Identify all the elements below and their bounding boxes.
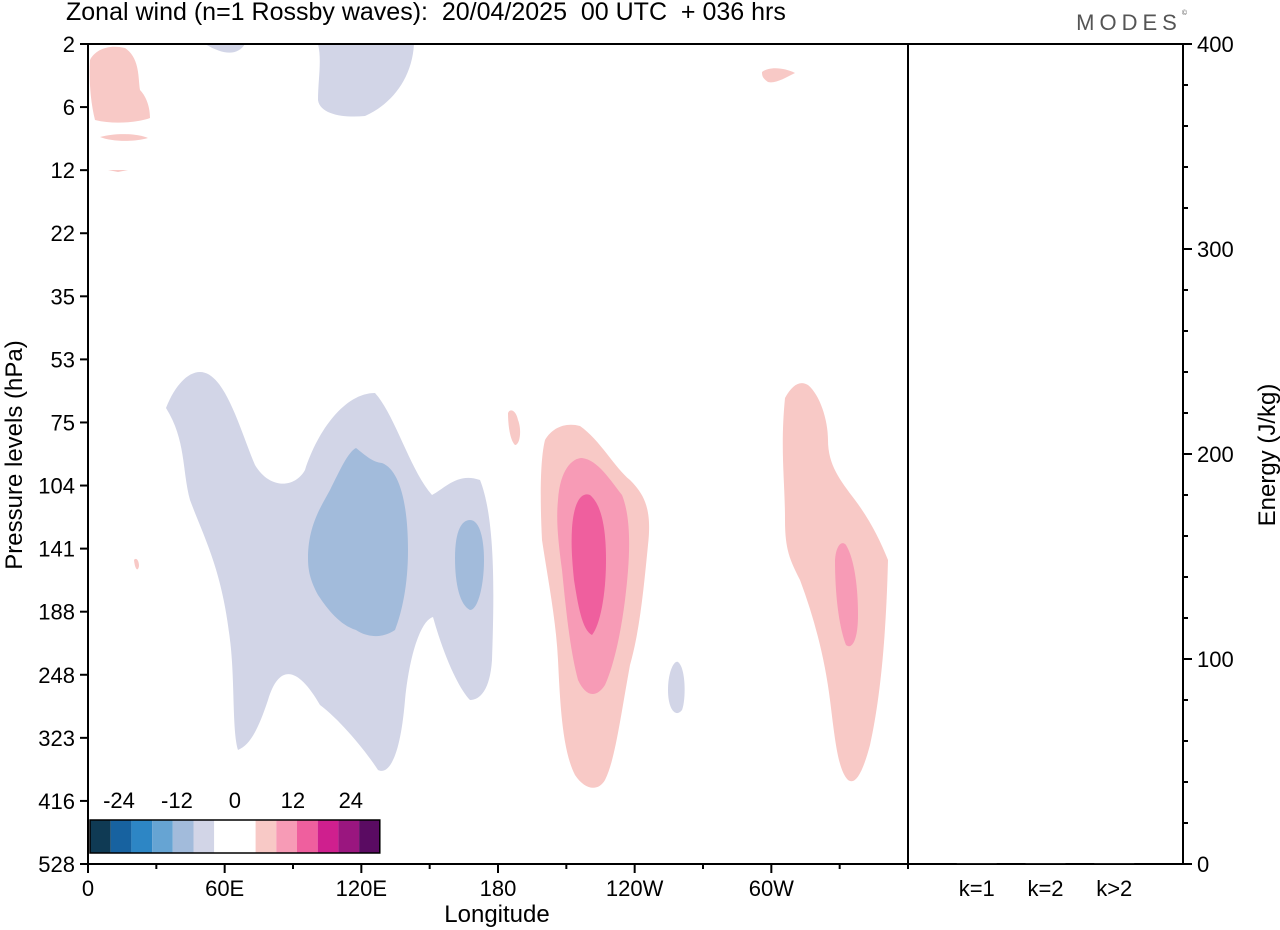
colorbar-swatch xyxy=(338,820,360,853)
energy-bars: k=1 k=2 k>2 xyxy=(956,863,1135,901)
contour-pos-5-small-e xyxy=(134,558,139,570)
colorbar-label: 12 xyxy=(281,788,305,813)
pressure-axis: 2 6 12 22 35 53 75 104 141 188 248 323 416 528 xyxy=(38,32,88,877)
contour-field xyxy=(89,44,888,788)
y-tick-label: 188 xyxy=(38,600,75,625)
y-tick-label: 141 xyxy=(38,537,75,562)
contour-pos-5-small-c xyxy=(762,68,795,83)
energy-tick-label: 0 xyxy=(1197,852,1209,877)
colorbar-swatch xyxy=(297,820,318,853)
colorbar-outline xyxy=(89,819,381,854)
colorbar-swatch xyxy=(90,820,111,853)
colorbar-swatch xyxy=(359,820,380,853)
y-tick-label: 104 xyxy=(38,474,75,499)
energy-tick-label: 300 xyxy=(1197,237,1234,262)
contour-pos-5-small-d xyxy=(508,410,521,445)
brand-mark: © xyxy=(1181,10,1187,17)
x-tick-label: 0 xyxy=(82,876,94,901)
y-tick-label: 248 xyxy=(38,663,75,688)
contour-pos-5-small-a xyxy=(100,134,148,141)
energy-bar xyxy=(1094,863,1135,864)
x-tick-label: 60E xyxy=(205,876,244,901)
colorbar-label: -12 xyxy=(161,788,193,813)
energy-axis: 0 100 200 300 400 xyxy=(1183,32,1234,877)
x-tick-label: 120E xyxy=(336,876,387,901)
contour-neg-10-b xyxy=(455,520,484,610)
energy-tick-label: 400 xyxy=(1197,32,1234,57)
colorbar-label: 0 xyxy=(229,788,241,813)
colorbar-swatch xyxy=(317,820,339,853)
longitude-axis: 0 60E 120E 180 120W 60W xyxy=(82,864,909,901)
contour-neg-5-top-left xyxy=(205,44,245,53)
contour-pos-10-b xyxy=(835,543,858,647)
y-tick-label: 416 xyxy=(38,789,75,814)
colorbar-swatch xyxy=(193,820,215,853)
y-tick-label: 22 xyxy=(51,221,75,246)
contour-pos-15 xyxy=(571,494,606,635)
colorbar-swatch xyxy=(276,820,297,853)
contour-pos-5-top-left xyxy=(89,46,150,123)
colorbar-swatch xyxy=(172,820,194,853)
plot-frame xyxy=(87,43,1184,865)
y-axis-title: Pressure levels (hPa) xyxy=(1,340,28,569)
energy-bar xyxy=(956,863,997,864)
x-axis-title: Longitude xyxy=(444,901,549,928)
contour-neg-5-small xyxy=(668,661,685,714)
y-tick-label: 2 xyxy=(63,32,75,57)
y-tick-label: 323 xyxy=(38,726,75,751)
energy-tick-label: 100 xyxy=(1197,647,1234,672)
contour-pos-5-small-b xyxy=(108,170,128,172)
bar-category-label: k=2 xyxy=(1027,876,1063,901)
x-tick-label: 60W xyxy=(749,876,794,901)
colorbar-label: -24 xyxy=(103,788,135,813)
y-tick-label: 6 xyxy=(63,95,75,120)
colorbar-swatch xyxy=(214,820,256,853)
colorbar-swatch xyxy=(255,820,277,853)
energy-tick-label: 200 xyxy=(1197,442,1234,467)
x-tick-label: 180 xyxy=(480,876,517,901)
brand-text: MODES xyxy=(1076,10,1182,35)
contour-pos-5-main-b xyxy=(782,383,888,782)
x-tick-label: 120W xyxy=(606,876,664,901)
y-tick-label: 12 xyxy=(51,158,75,183)
y-tick-label: 53 xyxy=(51,347,75,372)
y-tick-label: 75 xyxy=(51,410,75,435)
colorbar-swatch xyxy=(110,820,132,853)
bar-category-label: k=1 xyxy=(959,876,995,901)
colorbar: -24 -12 0 12 24 xyxy=(89,786,381,863)
colorbar-swatch xyxy=(131,820,153,853)
brand-logo: MODES© xyxy=(1076,10,1187,36)
chart-title: Zonal wind (n=1 Rossby waves): 20/04/202… xyxy=(66,0,786,26)
colorbar-swatch xyxy=(152,820,173,853)
y-tick-label: 35 xyxy=(51,284,75,309)
colorbar-label: 24 xyxy=(339,788,363,813)
contour-neg-5-stratosphere xyxy=(318,44,414,117)
y-tick-label: 528 xyxy=(38,852,75,877)
contour-neg-10-a xyxy=(308,448,408,637)
energy-bar xyxy=(1025,863,1066,864)
energy-axis-title: Energy (J/kg) xyxy=(1254,384,1280,527)
bar-category-label: k>2 xyxy=(1096,876,1132,901)
